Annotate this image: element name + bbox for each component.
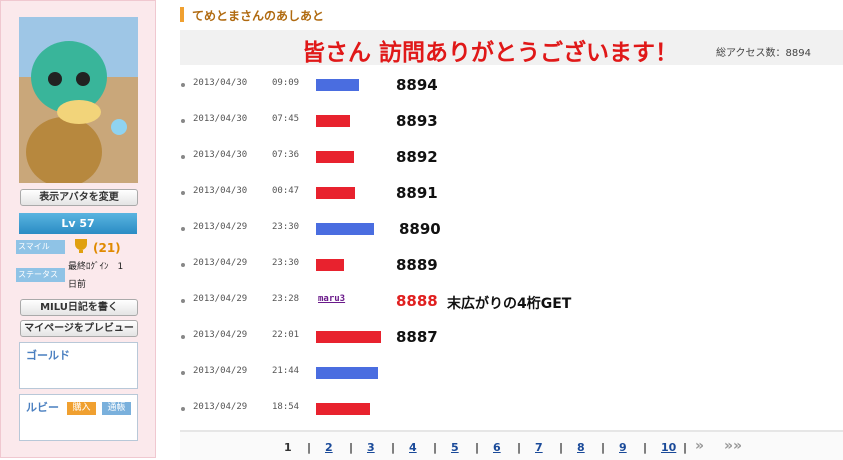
bullet <box>181 119 185 123</box>
trophy-icon <box>75 239 87 253</box>
last-login-days: 日前 <box>68 280 87 290</box>
current-page: 1 <box>284 441 292 454</box>
hidden-name <box>316 223 374 235</box>
hidden-name <box>316 151 354 163</box>
hidden-name <box>316 259 344 271</box>
page-title: てめとまさんのあしあと <box>192 9 325 23</box>
page-link[interactable]: 3 <box>367 441 375 454</box>
banner-text: 皆さん 訪問ありがとうございます！ <box>302 40 679 66</box>
buy-button[interactable]: 購入 <box>67 402 96 415</box>
separator: | <box>391 441 396 454</box>
bullet <box>181 299 185 303</box>
visit-count: 8893 <box>396 112 438 130</box>
separator: | <box>683 441 688 454</box>
avatar <box>19 17 138 183</box>
hidden-name <box>316 79 359 91</box>
smile-label: スマイル <box>16 240 65 254</box>
passbook-button[interactable]: 通帳 <box>102 402 131 415</box>
separator: | <box>643 441 648 454</box>
visit-date: 2013/04/29 <box>193 258 248 268</box>
preview-button[interactable]: マイページをプレビュー <box>20 320 138 337</box>
visit-date: 2013/04/30 <box>193 186 248 196</box>
next-link[interactable]: » <box>695 438 705 454</box>
separator: | <box>559 441 564 454</box>
access-total: 総アクセス数：8894 <box>716 48 811 59</box>
visit-count: 8890 <box>399 220 441 238</box>
visit-count: 8894 <box>396 76 438 94</box>
diary-button[interactable]: MILU日記を書く <box>20 299 138 316</box>
visit-time: 07:36 <box>272 150 300 160</box>
bullet <box>181 227 185 231</box>
visit-date: 2013/04/29 <box>193 330 248 340</box>
bullet <box>181 263 185 267</box>
last-link[interactable]: »» <box>724 438 743 454</box>
visit-time: 09:09 <box>272 78 300 88</box>
change-avatar-button[interactable]: 表示アバタを変更 <box>20 189 138 206</box>
bullet <box>181 335 185 339</box>
visit-date: 2013/04/30 <box>193 150 248 160</box>
hidden-name <box>316 367 378 379</box>
page-link[interactable]: 4 <box>409 441 417 454</box>
bullet <box>181 83 185 87</box>
separator: | <box>433 441 438 454</box>
last-login: 最終ﾛｸﾞｲﾝ 1 <box>68 262 124 272</box>
gold-box: ゴールド <box>19 342 138 389</box>
level: Lv 57 <box>19 213 137 234</box>
visit-count: 8887 <box>396 328 438 346</box>
separator: | <box>475 441 480 454</box>
bullet <box>181 407 185 411</box>
separator: | <box>601 441 606 454</box>
separator: | <box>517 441 522 454</box>
bullet <box>181 191 185 195</box>
hidden-name <box>316 187 355 199</box>
status-label: ステータス <box>16 268 65 282</box>
visit-date: 2013/04/30 <box>193 78 248 88</box>
visit-time: 21:44 <box>272 366 300 376</box>
visit-date: 2013/04/29 <box>193 222 248 232</box>
hidden-name <box>316 331 381 343</box>
visit-time: 18:54 <box>272 402 300 412</box>
page-link[interactable]: 7 <box>535 441 543 454</box>
ruby-label: ルビー <box>26 401 59 414</box>
visit-note: 末広がりの4桁GET <box>447 296 572 312</box>
visit-time: 23:30 <box>272 258 300 268</box>
bullet <box>181 371 185 375</box>
visit-time: 22:01 <box>272 330 300 340</box>
visit-time: 07:45 <box>272 114 300 124</box>
page-link[interactable]: 9 <box>619 441 627 454</box>
hidden-name <box>316 115 350 127</box>
smile-count: (21) <box>93 241 121 255</box>
page-link[interactable]: 2 <box>325 441 333 454</box>
bullet <box>181 155 185 159</box>
page-link[interactable]: 10 <box>661 441 677 454</box>
visit-time: 23:30 <box>272 222 300 232</box>
banner <box>180 30 843 65</box>
visit-date: 2013/04/29 <box>193 366 248 376</box>
separator: | <box>349 441 354 454</box>
hidden-name <box>316 403 370 415</box>
visit-count: 8891 <box>396 184 438 202</box>
visit-count: 8892 <box>396 148 438 166</box>
visitor-name[interactable]: maru3 <box>318 294 346 304</box>
ruby-box: ルビー 購入 通帳 <box>19 394 138 441</box>
page-link[interactable]: 6 <box>493 441 501 454</box>
page-link[interactable]: 5 <box>451 441 459 454</box>
title-marker <box>180 7 184 22</box>
page-link[interactable]: 8 <box>577 441 585 454</box>
separator: | <box>307 441 312 454</box>
visit-count: 8889 <box>396 256 438 274</box>
visit-date: 2013/04/30 <box>193 114 248 124</box>
visit-date: 2013/04/29 <box>193 402 248 412</box>
pagination <box>180 430 843 460</box>
gold-label: ゴールド <box>26 349 70 362</box>
visit-count: 8888 <box>396 292 438 310</box>
visit-time: 23:28 <box>272 294 300 304</box>
visit-time: 00:47 <box>272 186 300 196</box>
visit-date: 2013/04/29 <box>193 294 248 304</box>
